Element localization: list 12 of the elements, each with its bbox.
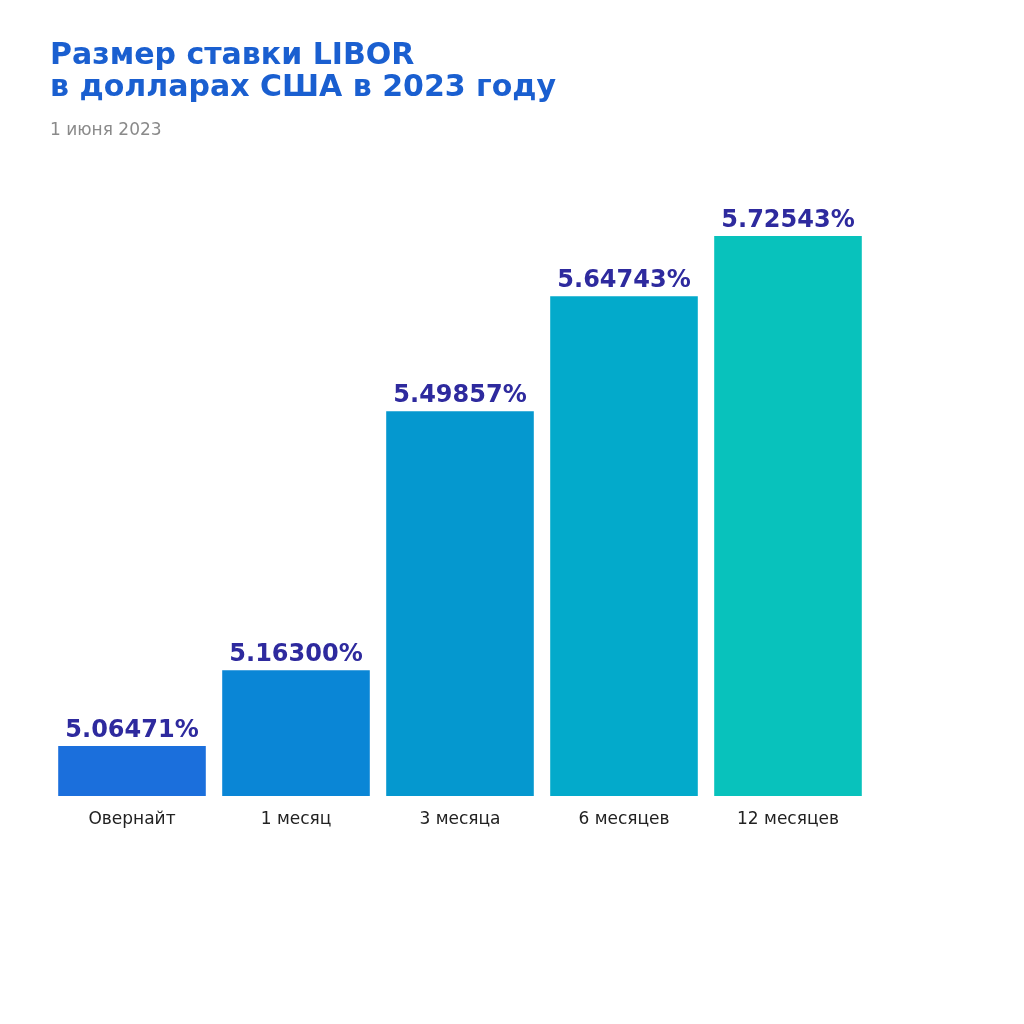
data-label: 5.06471% (65, 715, 199, 744)
data-label: 5.49857% (393, 380, 527, 409)
data-label: 5.16300% (229, 639, 363, 668)
x-tick-label: 6 месяцев (578, 807, 670, 828)
x-tick-label: 3 месяца (419, 807, 501, 828)
x-tick-label: Овернайт (88, 807, 176, 828)
x-tick-label: 12 месяцев (737, 807, 839, 828)
data-label: 5.72543% (721, 205, 855, 233)
chart-subtitle: 1 июня 2023 (50, 119, 162, 139)
text: Размер ставки LIBOR (50, 36, 415, 71)
x-tick-label: 1 месяц (260, 807, 332, 828)
data-label: 5.64743% (557, 265, 691, 294)
